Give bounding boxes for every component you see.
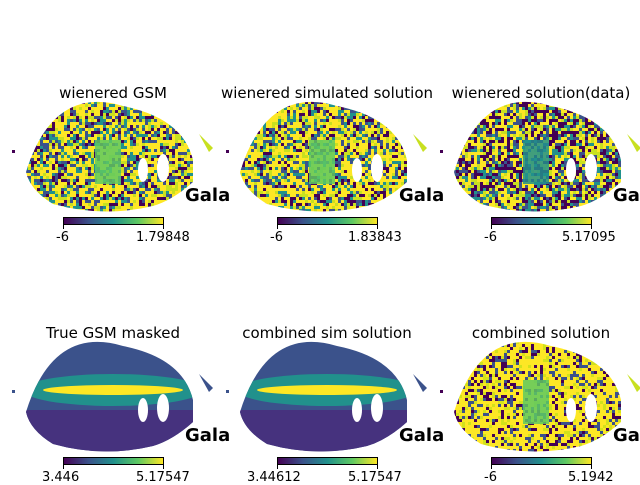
colorbar-min-label: 3.44612 [247, 470, 301, 485]
sky-map [440, 341, 640, 452]
colorbar-min-label: 3.446 [42, 470, 80, 485]
panel-title: wienered GSM [59, 84, 167, 102]
sky-map [226, 341, 427, 452]
panel-wienered-solution-data: wienered solution(data) Gala -6 5.17095 [434, 0, 640, 245]
sky-map [12, 101, 213, 212]
sky-map [440, 101, 640, 212]
panel-wienered-simulated-solution: wienered simulated solution Gala -6 1.83… [220, 0, 444, 245]
sky-map [12, 341, 213, 452]
sky-map-pixels [454, 341, 621, 452]
sky-map-pixels [454, 101, 621, 212]
colorbar-min-label: -6 [270, 230, 283, 245]
colorbar [277, 217, 378, 225]
coord-system-label: Gala [185, 185, 231, 206]
coord-system-label: Gala [399, 425, 445, 446]
panel-combined-solution: combined solution Gala -6 5.1942 [434, 240, 640, 485]
panel-title: combined sim solution [242, 324, 412, 342]
colorbar [491, 457, 592, 465]
colorbar [63, 457, 164, 465]
colorbar-max-label: 1.79848 [136, 230, 190, 245]
colorbar-max-label: 5.17547 [136, 470, 190, 485]
colorbar-tick [377, 225, 378, 229]
colorbar [63, 217, 164, 225]
colorbar-min-label: -6 [484, 230, 497, 245]
panel-title: wienered solution(data) [451, 84, 631, 102]
colorbar-tick [163, 465, 164, 469]
colorbar-max-label: 5.17095 [562, 230, 616, 245]
colorbar [277, 457, 378, 465]
panel-wienered-gsm: wienered GSM Gala -6 1.79848 [6, 0, 230, 245]
coord-system-label: Gala [613, 185, 640, 206]
colorbar-tick [491, 225, 492, 229]
coord-system-label: Gala [613, 425, 640, 446]
colorbar-max-label: 1.83843 [348, 230, 402, 245]
panel-title: combined solution [471, 324, 611, 342]
sky-map-pixels [26, 101, 193, 212]
colorbar-tick [63, 225, 64, 229]
panel-title: True GSM masked [45, 324, 180, 342]
colorbar-min-label: -6 [484, 470, 497, 485]
sky-map-pixels [240, 101, 407, 212]
colorbar-tick [63, 465, 64, 469]
colorbar-max-label: 5.17547 [348, 470, 402, 485]
colorbar-tick [277, 225, 278, 229]
panel-combined-sim-solution: combined sim solution Gala 3.44612 5.175… [220, 240, 444, 485]
sky-map [226, 101, 427, 212]
coord-system-label: Gala [185, 425, 231, 446]
colorbar-tick [591, 465, 592, 469]
sky-map-pixels [240, 341, 407, 452]
panel-title: wienered simulated solution [220, 84, 433, 102]
sky-map-pixels [26, 341, 193, 452]
colorbar-min-label: -6 [56, 230, 69, 245]
colorbar-tick [163, 225, 164, 229]
colorbar-max-label: 5.1942 [568, 470, 614, 485]
colorbar-tick [277, 465, 278, 469]
panel-true-gsm-masked: True GSM masked Gala 3.446 5.17547 [6, 240, 230, 485]
colorbar [491, 217, 592, 225]
colorbar-tick [591, 225, 592, 229]
colorbar-tick [377, 465, 378, 469]
coord-system-label: Gala [399, 185, 445, 206]
colorbar-tick [491, 465, 492, 469]
